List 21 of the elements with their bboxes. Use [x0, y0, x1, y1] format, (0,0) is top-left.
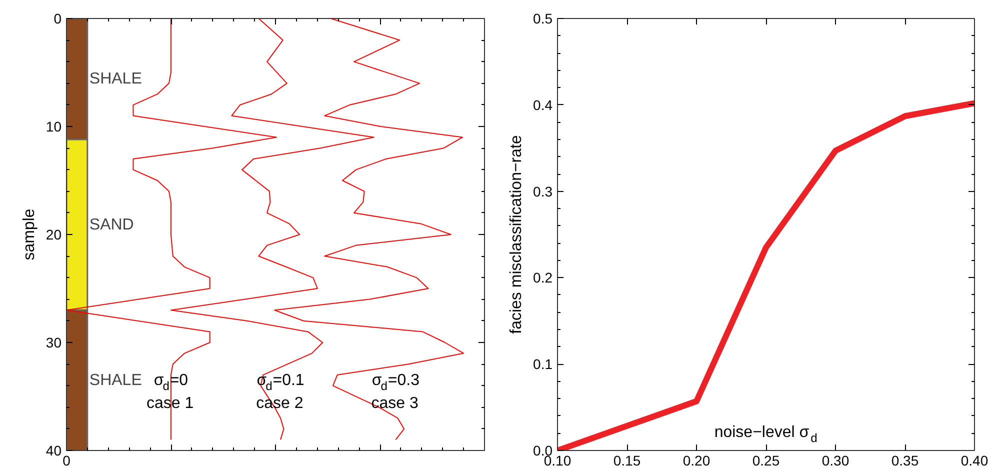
- y-axis-title: sample: [20, 208, 38, 260]
- y-tick-label: 20: [46, 226, 62, 242]
- y-tick-label: 40: [46, 442, 62, 458]
- y-tick-label: 0.1: [533, 356, 553, 372]
- y-tick-label: 0: [54, 10, 62, 26]
- band-label: SAND: [89, 216, 134, 234]
- band-label: SHALE: [89, 372, 142, 389]
- x-tick-label: 0.20: [682, 452, 710, 468]
- y-tick-label: 30: [46, 334, 62, 350]
- y-tick-label: 10: [46, 118, 62, 134]
- y-tick-label: 0.3: [533, 183, 553, 200]
- x-tick-label: 0.25: [752, 452, 780, 468]
- x-tick-label: 0.40: [960, 452, 988, 468]
- y-axis-title: facies misclassification−rate: [508, 135, 526, 334]
- y-tick-label: 0.5: [533, 10, 553, 26]
- y-tick-label: 0.2: [533, 270, 553, 286]
- x-tick-label: 0.15: [613, 452, 641, 468]
- x-tick-label: 0.35: [891, 452, 919, 468]
- x-tick-label: 0.30: [822, 452, 850, 468]
- y-tick-label: 0.4: [533, 96, 553, 113]
- band-label: SHALE: [89, 70, 142, 88]
